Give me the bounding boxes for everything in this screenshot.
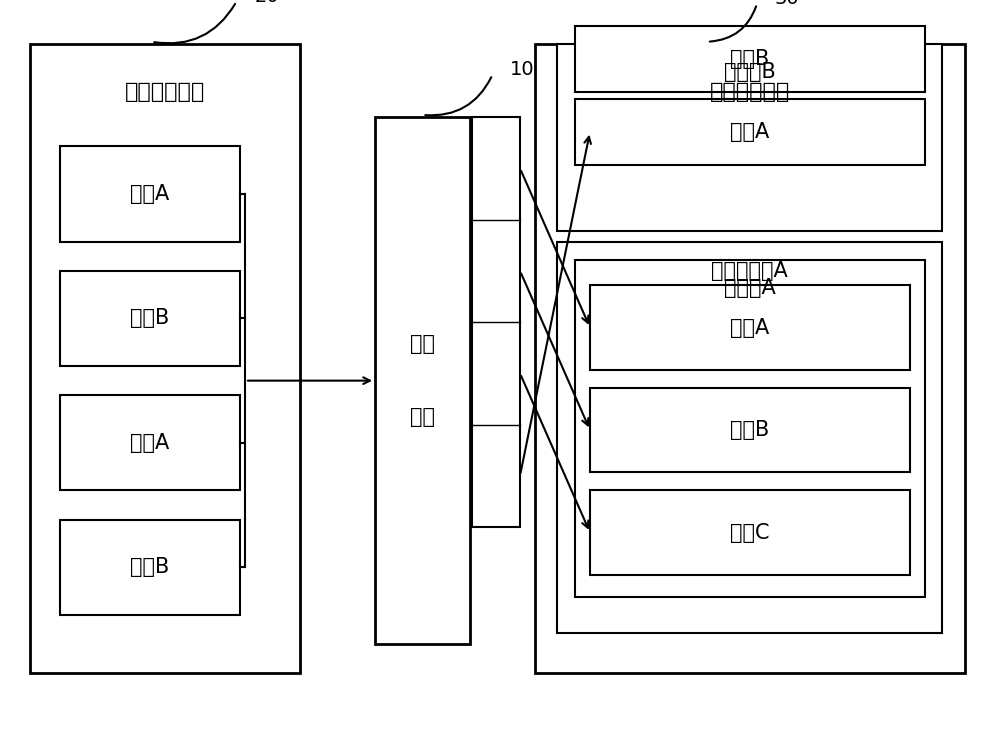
FancyBboxPatch shape bbox=[60, 271, 240, 366]
FancyBboxPatch shape bbox=[472, 117, 520, 527]
FancyBboxPatch shape bbox=[535, 44, 965, 673]
FancyBboxPatch shape bbox=[375, 117, 470, 644]
Text: 设备B: 设备B bbox=[130, 308, 170, 329]
Text: 应用C: 应用C bbox=[730, 523, 770, 542]
FancyBboxPatch shape bbox=[557, 44, 942, 231]
FancyBboxPatch shape bbox=[590, 490, 910, 575]
Text: 日志接收装置: 日志接收装置 bbox=[710, 81, 790, 102]
FancyBboxPatch shape bbox=[557, 242, 942, 633]
FancyBboxPatch shape bbox=[575, 26, 925, 92]
Text: 30: 30 bbox=[775, 0, 799, 8]
Text: 应用A: 应用A bbox=[730, 122, 770, 142]
Text: 服务器集群A: 服务器集群A bbox=[711, 261, 788, 281]
Text: 服务器A: 服务器A bbox=[724, 277, 776, 298]
Text: 设备: 设备 bbox=[410, 407, 435, 427]
Text: 应用B: 应用B bbox=[730, 420, 770, 440]
FancyBboxPatch shape bbox=[60, 146, 240, 242]
Text: 日志发送装置: 日志发送装置 bbox=[125, 81, 205, 102]
Text: 应用A: 应用A bbox=[730, 318, 770, 337]
Text: 应用B: 应用B bbox=[130, 557, 170, 578]
Text: 服务器B: 服务器B bbox=[724, 61, 775, 82]
FancyBboxPatch shape bbox=[60, 520, 240, 615]
FancyBboxPatch shape bbox=[575, 99, 925, 165]
Text: 20: 20 bbox=[254, 0, 279, 6]
FancyBboxPatch shape bbox=[60, 395, 240, 490]
FancyBboxPatch shape bbox=[30, 44, 300, 673]
FancyBboxPatch shape bbox=[590, 285, 910, 370]
Text: 电子: 电子 bbox=[410, 334, 435, 354]
FancyBboxPatch shape bbox=[590, 388, 910, 472]
Text: 应用B: 应用B bbox=[730, 48, 770, 69]
FancyBboxPatch shape bbox=[575, 260, 925, 597]
Text: 应用A: 应用A bbox=[130, 433, 170, 453]
Text: 10: 10 bbox=[510, 60, 535, 79]
Text: 设备A: 设备A bbox=[130, 184, 170, 204]
